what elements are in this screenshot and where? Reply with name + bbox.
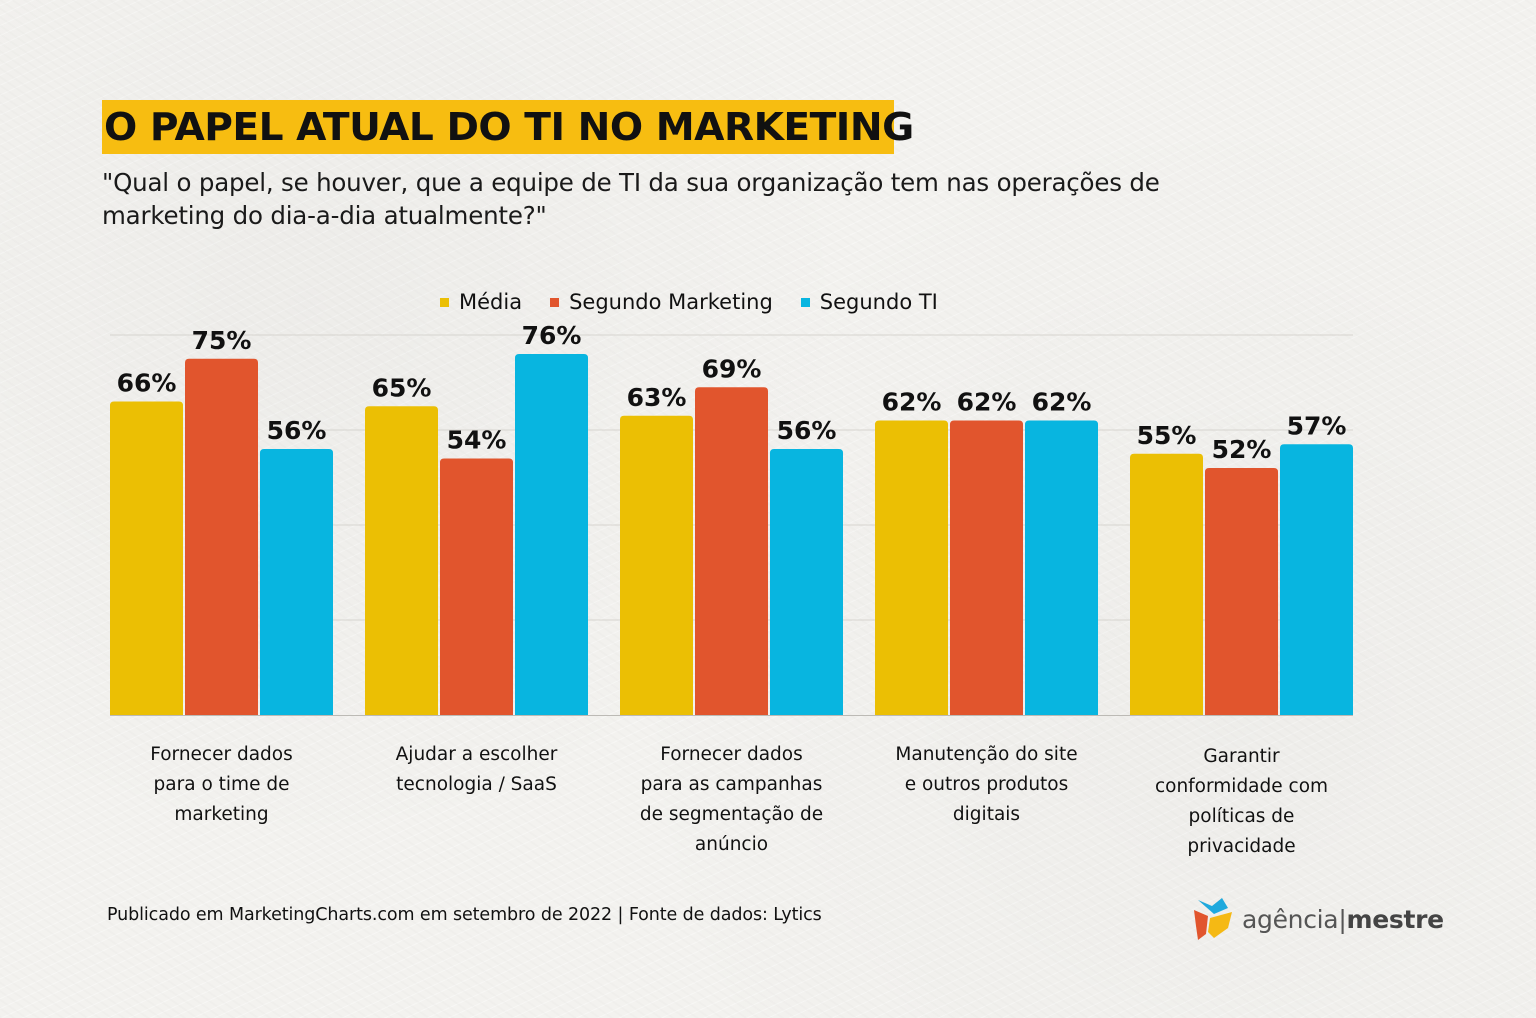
agencia-mestre-logo: agência|mestre xyxy=(1192,896,1444,942)
bar-media-3 xyxy=(875,420,948,715)
x-tick-label-line: de segmentação de xyxy=(639,804,824,825)
x-tick-label-line: tecnologia / SaaS xyxy=(396,774,557,795)
data-label-media-4: 55% xyxy=(1137,421,1197,450)
x-tick-label-line: privacidade xyxy=(1187,836,1296,857)
bar-media-4 xyxy=(1130,453,1203,715)
legend-label-ti: Segundo TI xyxy=(819,290,938,314)
x-tick-label-line: Manutenção do site xyxy=(895,744,1078,765)
x-tick-label-line: Ajudar a escolher xyxy=(395,744,558,765)
logo-name-bold: mestre xyxy=(1346,904,1444,934)
bar-ti-0 xyxy=(260,449,333,715)
data-label-ti-4: 57% xyxy=(1287,411,1347,440)
legend: Média Segundo Marketing Segundo TI xyxy=(440,290,938,314)
data-label-media-0: 66% xyxy=(117,369,177,398)
data-label-ti-2: 56% xyxy=(777,416,837,445)
x-tick-label-line: para o time de xyxy=(153,774,290,795)
bar-ti-1 xyxy=(515,354,588,715)
x-tick-label-line: conformidade com xyxy=(1154,776,1329,797)
x-tick-label-0: Fornecer dados para o time de marketing xyxy=(102,740,342,830)
bar-marketing-3 xyxy=(950,420,1023,715)
bar-ti-2 xyxy=(770,449,843,715)
x-tick-label-line: para as campanhas xyxy=(640,774,823,795)
data-label-media-3: 62% xyxy=(882,388,942,417)
x-tick-label-2: Fornecer dados para as campanhas de segmen… xyxy=(612,740,852,860)
x-tick-label-line: marketing xyxy=(174,804,269,825)
x-tick-label-1: Ajudar a escolher tecnologia / SaaS xyxy=(357,740,597,800)
logo-separator: | xyxy=(1338,904,1347,934)
data-label-marketing-2: 69% xyxy=(702,354,762,383)
legend-item-ti: Segundo TI xyxy=(800,290,938,314)
legend-swatch-marketing xyxy=(550,297,560,307)
data-label-marketing-3: 62% xyxy=(957,388,1017,417)
chart-title: O PAPEL ATUAL DO TI NO MARKETING xyxy=(104,105,914,149)
x-tick-label-line: Garantir xyxy=(1203,746,1280,767)
bar-media-0 xyxy=(110,401,183,715)
legend-label-media: Média xyxy=(459,290,523,314)
chart-subtitle: "Qual o papel, se houver, que a equipe d… xyxy=(102,168,1160,230)
bar-media-1 xyxy=(365,406,438,715)
data-label-ti-0: 56% xyxy=(267,416,327,445)
data-label-ti-3: 62% xyxy=(1032,388,1092,417)
title-highlight: O PAPEL ATUAL DO TI NO MARKETING xyxy=(102,100,914,154)
bar-marketing-1 xyxy=(440,458,513,715)
legend-swatch-media xyxy=(440,297,449,307)
data-label-marketing-0: 75% xyxy=(192,326,252,355)
source-footer: Publicado em MarketingCharts.com em sete… xyxy=(107,905,822,925)
legend-swatch-ti xyxy=(800,297,810,307)
data-label-ti-1: 76% xyxy=(522,321,582,350)
x-tick-label-line: Fornecer dados xyxy=(660,744,803,765)
bar-media-2 xyxy=(620,415,693,715)
data-label-media-1: 65% xyxy=(372,373,432,402)
agencia-mestre-logo-icon xyxy=(1194,898,1232,940)
logo-name-light: agência xyxy=(1242,904,1339,934)
data-label-marketing-1: 54% xyxy=(447,426,507,455)
legend-item-media: Média xyxy=(440,290,522,314)
x-tick-label-line: digitais xyxy=(952,804,1021,825)
bar-ti-3 xyxy=(1025,420,1098,715)
data-label-marketing-4: 52% xyxy=(1212,435,1272,464)
x-tick-label-4: Garantir conformidade com políticas de priv… xyxy=(1122,742,1362,862)
logo-text: agência|mestre xyxy=(1242,905,1444,934)
bar-marketing-2 xyxy=(695,387,768,715)
x-tick-label-line: Fornecer dados xyxy=(150,744,293,765)
legend-item-marketing: Segundo Marketing xyxy=(550,290,773,314)
data-label-media-2: 63% xyxy=(627,383,687,412)
bar-marketing-4 xyxy=(1205,468,1278,715)
x-tick-label-line: anúncio xyxy=(694,834,769,855)
bar-ti-4 xyxy=(1280,444,1353,715)
x-tick-label-3: Manutenção do site e outros produtos digit… xyxy=(867,740,1107,830)
legend-label-marketing: Segundo Marketing xyxy=(569,290,773,314)
x-tick-label-line: e outros produtos xyxy=(904,774,1069,795)
x-tick-label-line: políticas de xyxy=(1188,806,1295,827)
bar-marketing-0 xyxy=(185,358,258,715)
